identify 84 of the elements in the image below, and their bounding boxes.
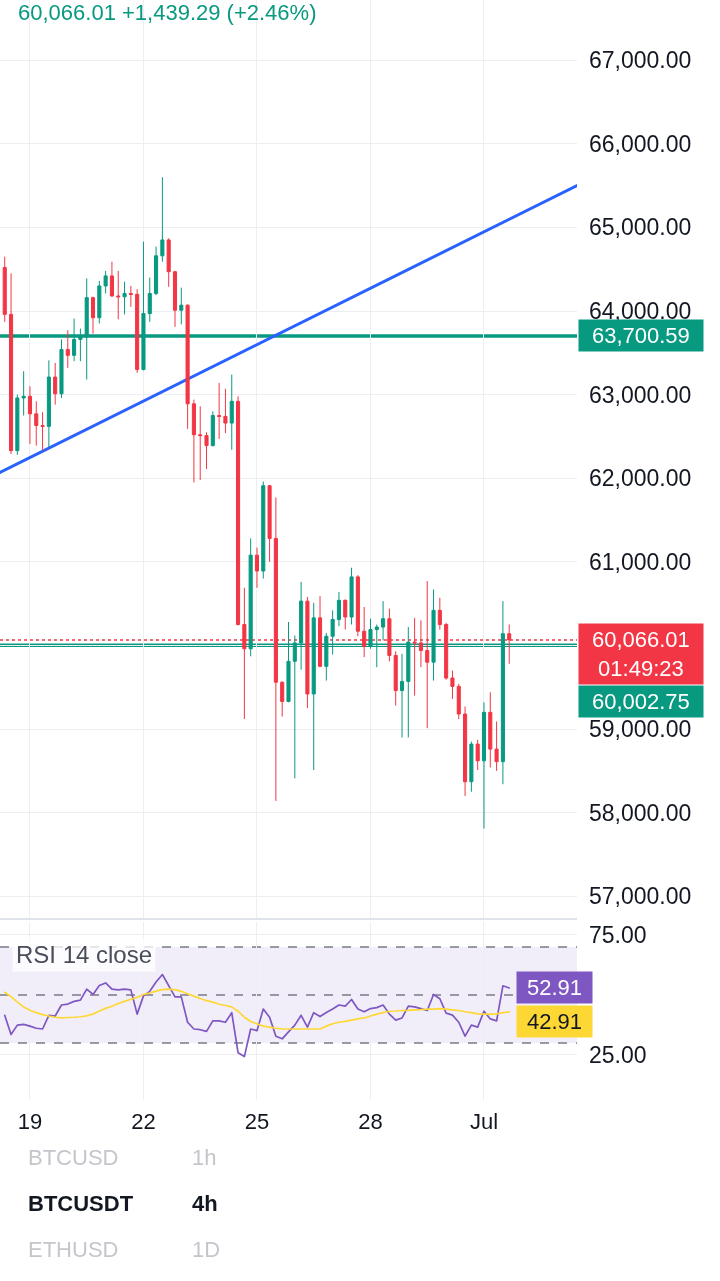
- text: 1h: [192, 1145, 217, 1170]
- candlestick: [469, 741, 474, 793]
- candlestick: [147, 277, 152, 323]
- y-tick-label: 64,000.00: [589, 298, 692, 325]
- candlestick: [122, 281, 127, 315]
- ref-line-label: 60,066.01 01:49:23: [591, 627, 690, 681]
- line-series: [3, 988, 511, 1030]
- y-tick-label: 25.00: [589, 1041, 647, 1068]
- x-tick-label: 19: [17, 1109, 43, 1134]
- candlestick: [166, 237, 171, 288]
- y-tick-label: 75.00: [589, 922, 647, 948]
- y-tick-label: 57,000.00: [589, 883, 692, 910]
- candlestick: [444, 622, 449, 681]
- y-tick-label: 61,000.00: [589, 548, 692, 575]
- candlestick: [267, 484, 272, 563]
- text: ETHUSD: [28, 1237, 119, 1262]
- candlestick: [381, 600, 386, 641]
- candlestick: [204, 431, 209, 470]
- x-tick-label: 25: [244, 1109, 270, 1134]
- candlestick: [236, 395, 241, 626]
- candlestick: [450, 670, 455, 700]
- candlestick: [317, 595, 323, 668]
- y-tick-label: 58,000.00: [589, 799, 692, 826]
- y-tick-label: 63,000.00: [589, 381, 692, 408]
- x-tick-label: Jul: [469, 1109, 499, 1134]
- candlestick: [116, 270, 121, 320]
- candlestick: [305, 596, 310, 709]
- chart-title: 60,066.01 +1,439.29 (+2.46%): [18, 0, 317, 25]
- line-series: [3, 973, 511, 1058]
- candlestick: [349, 567, 354, 626]
- candlestick: [223, 388, 228, 434]
- candlestick: [254, 547, 260, 589]
- candlestick: [90, 296, 96, 335]
- candlestick: [481, 701, 487, 830]
- candlestick: [210, 410, 215, 447]
- y-tick-label: 59,000.00: [589, 716, 692, 743]
- candlestick: [185, 303, 190, 430]
- candlestick: [46, 359, 51, 448]
- candlestick: [488, 691, 493, 769]
- candlestick: [135, 288, 140, 374]
- y-tick-label: 65,000.00: [589, 214, 692, 241]
- candlestick: [399, 653, 405, 738]
- y-tick-label: 62,000.00: [589, 465, 692, 492]
- x-tick-label: 22: [131, 1109, 156, 1134]
- candlestick: [261, 481, 266, 580]
- ref-line-label: 63,700.59: [591, 323, 690, 348]
- text: 4h: [192, 1191, 218, 1216]
- candlestick: [65, 329, 70, 369]
- data-label: 52.91: [526, 975, 583, 1000]
- x-tick-label: 28: [358, 1109, 383, 1134]
- candlestick: [40, 411, 45, 452]
- candlestick: [217, 382, 222, 440]
- y-tick-label: 66,000.00: [589, 130, 692, 157]
- candlestick: [355, 574, 360, 637]
- candlestick: [8, 272, 14, 455]
- candlestick: [456, 683, 461, 720]
- candlestick: [154, 246, 159, 296]
- text: BTCUSDT: [28, 1191, 134, 1216]
- text: RSI 14 close: [16, 941, 153, 968]
- text: BTCUSD: [28, 1145, 119, 1170]
- candlestick: [343, 598, 348, 631]
- candlestick: [191, 399, 196, 483]
- candlestick: [280, 680, 285, 718]
- text: 1D: [192, 1237, 221, 1262]
- candlestick: [109, 261, 114, 298]
- y-tick-label: 67,000.00: [589, 47, 692, 74]
- candlestick: [179, 287, 184, 325]
- candlestick: [53, 362, 58, 406]
- candlestick: [475, 739, 480, 771]
- candlestick: [463, 705, 468, 797]
- candlestick: [172, 270, 178, 328]
- candlestick: [198, 405, 203, 481]
- candlestick: [229, 374, 234, 451]
- candlestick: [2, 256, 7, 323]
- candlestick: [437, 597, 442, 631]
- candlestick: [494, 721, 499, 772]
- ref-line-label: 60,002.75: [591, 689, 690, 714]
- candlestick: [27, 385, 32, 445]
- candlestick: [336, 591, 341, 627]
- data-label: 42.91: [526, 1009, 583, 1034]
- candlestick: [160, 176, 165, 263]
- candlestick: [34, 400, 39, 447]
- candlestick: [128, 285, 133, 308]
- candlestick: [393, 650, 398, 707]
